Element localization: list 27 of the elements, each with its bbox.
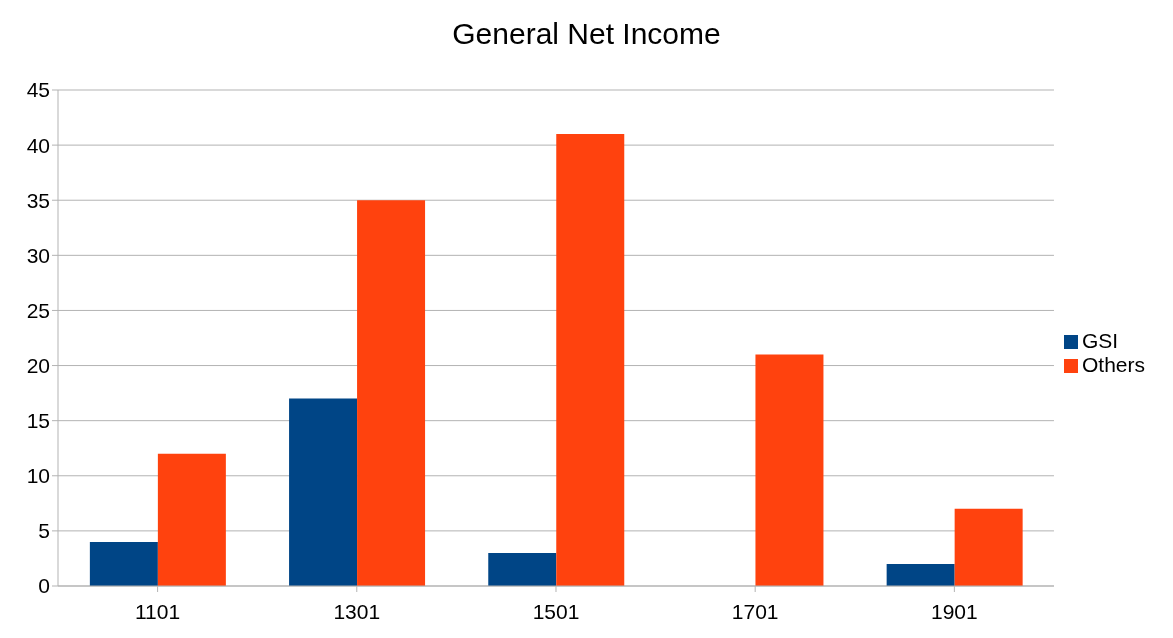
y-tick-label: 25 — [26, 298, 50, 322]
y-tick-label: 20 — [26, 354, 50, 378]
bar — [488, 552, 557, 586]
y-tick-label: 15 — [26, 409, 50, 433]
y-tick-label: 10 — [26, 464, 50, 488]
bar — [157, 453, 226, 586]
y-tick-label: 30 — [26, 243, 50, 267]
x-tick-label: 1701 — [731, 599, 779, 623]
x-tick-label: 1501 — [532, 599, 580, 623]
bar — [289, 398, 358, 586]
y-tick-label: 0 — [38, 574, 50, 598]
y-tick-label: 5 — [38, 519, 50, 543]
legend-label: GSI — [1081, 329, 1119, 352]
legend-label: Others — [1081, 353, 1145, 376]
bar — [886, 563, 955, 586]
bar — [556, 134, 625, 586]
y-tick-label: 35 — [26, 188, 50, 212]
bar — [954, 508, 1023, 586]
bar — [89, 541, 158, 586]
x-tick-label: 1101 — [135, 599, 181, 623]
chart-title: General Net Income — [451, 16, 722, 52]
bar — [755, 354, 824, 586]
x-tick-label: 1901 — [931, 599, 978, 623]
y-tick-label: 40 — [26, 133, 50, 157]
x-tick-label: 1301 — [333, 599, 381, 623]
bar — [357, 200, 426, 586]
y-tick-label: 45 — [26, 78, 50, 102]
